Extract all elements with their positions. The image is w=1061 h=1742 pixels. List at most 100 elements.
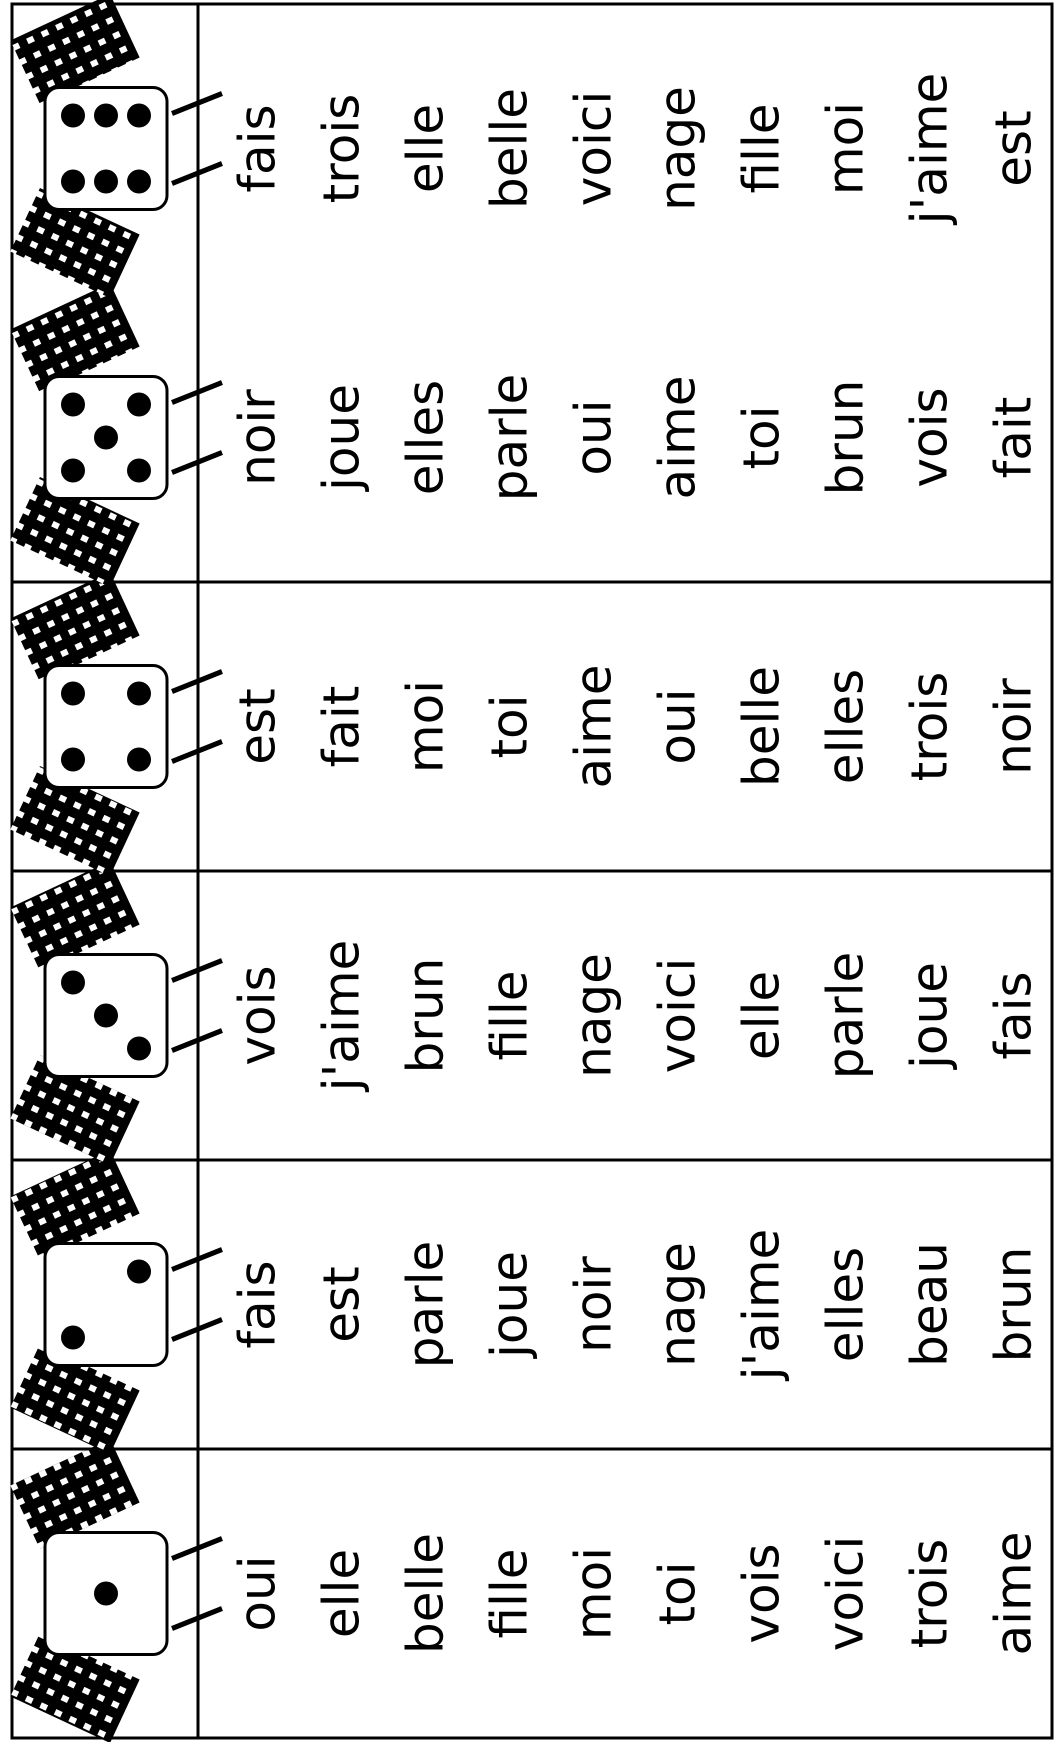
- word: j'aime: [901, 73, 959, 226]
- die-line: [171, 669, 223, 694]
- word: fille: [733, 103, 791, 193]
- word: fille: [481, 1548, 539, 1638]
- word: beau: [901, 1242, 959, 1367]
- word: fille: [481, 970, 539, 1060]
- word: vois: [733, 1543, 791, 1643]
- flag: [10, 283, 140, 393]
- word: belle: [733, 666, 791, 787]
- die-pip: [127, 103, 151, 128]
- word: belle: [397, 1533, 455, 1654]
- die-pip: [127, 1259, 151, 1284]
- flag: [10, 1344, 140, 1454]
- die-pip: [127, 1036, 151, 1061]
- die-pip: [61, 458, 85, 483]
- die-line: [171, 739, 223, 764]
- die-pip: [127, 392, 151, 417]
- die-line: [171, 161, 223, 186]
- word: trois: [901, 672, 959, 782]
- word: voici: [817, 1536, 875, 1651]
- word: brun: [817, 380, 875, 496]
- die-pip: [127, 747, 151, 772]
- flag: [10, 0, 140, 104]
- word: oui: [565, 399, 623, 475]
- die-line: [171, 1247, 223, 1272]
- die-pip: [61, 1325, 85, 1350]
- die-pip: [94, 1003, 118, 1028]
- word: vois: [901, 387, 959, 487]
- flag: [10, 861, 140, 971]
- die-line: [171, 380, 223, 405]
- word: parle: [817, 952, 875, 1080]
- word: j'aime: [313, 940, 371, 1093]
- die-pip: [61, 747, 85, 772]
- die-pip: [94, 425, 118, 450]
- flag: [10, 766, 140, 876]
- word: fais: [985, 971, 1043, 1059]
- word: aime: [985, 1532, 1043, 1656]
- die-line: [171, 1028, 223, 1053]
- word: fait: [985, 397, 1043, 479]
- word: noir: [229, 389, 287, 486]
- word: nage: [649, 1242, 707, 1367]
- die-pip: [61, 103, 85, 128]
- word: toi: [649, 1561, 707, 1625]
- word: trois: [313, 94, 371, 204]
- die-pip: [94, 1581, 118, 1606]
- die-line: [171, 1317, 223, 1342]
- word: oui: [229, 1555, 287, 1631]
- flag: [10, 1439, 140, 1549]
- die-pip: [61, 392, 85, 417]
- die-pip: [127, 169, 151, 194]
- word: elles: [817, 669, 875, 784]
- die: [43, 1242, 169, 1367]
- flag: [10, 572, 140, 682]
- die-pip: [61, 169, 85, 194]
- die-line: [171, 1536, 223, 1561]
- die-pip: [61, 681, 85, 706]
- word: voici: [565, 91, 623, 206]
- die-line: [171, 91, 223, 116]
- word: joue: [481, 1251, 539, 1359]
- word: parle: [481, 374, 539, 502]
- flag: [10, 1150, 140, 1260]
- word: est: [229, 688, 287, 764]
- die-pip: [127, 458, 151, 483]
- flag: [10, 477, 140, 587]
- word: toi: [481, 694, 539, 758]
- word: voici: [649, 958, 707, 1073]
- word: elles: [817, 1247, 875, 1362]
- die-line: [171, 450, 223, 475]
- word: moi: [565, 1547, 623, 1640]
- word: nage: [649, 86, 707, 211]
- word: belle: [481, 88, 539, 209]
- die-pip: [61, 970, 85, 995]
- word: elle: [313, 1549, 371, 1638]
- die-line: [171, 958, 223, 983]
- flag: [10, 188, 140, 298]
- die-pip: [127, 681, 151, 706]
- die-pip: [94, 169, 118, 194]
- word: elle: [397, 104, 455, 193]
- word: toi: [733, 405, 791, 469]
- word: trois: [901, 1539, 959, 1649]
- word: noir: [565, 1256, 623, 1353]
- word: moi: [397, 680, 455, 773]
- word: aime: [649, 376, 707, 500]
- word: elles: [397, 380, 455, 495]
- word: j'aime: [733, 1229, 791, 1382]
- die-pip: [94, 103, 118, 128]
- word: elle: [733, 971, 791, 1060]
- die: [43, 664, 169, 789]
- word: fait: [313, 686, 371, 768]
- word: brun: [397, 958, 455, 1074]
- word: aime: [565, 665, 623, 789]
- word: brun: [985, 1247, 1043, 1363]
- word: est: [985, 110, 1043, 186]
- word: parle: [397, 1241, 455, 1369]
- word: joue: [313, 384, 371, 492]
- flag: [10, 1055, 140, 1165]
- word: fais: [229, 1260, 287, 1348]
- word: oui: [649, 688, 707, 764]
- word: nage: [565, 953, 623, 1078]
